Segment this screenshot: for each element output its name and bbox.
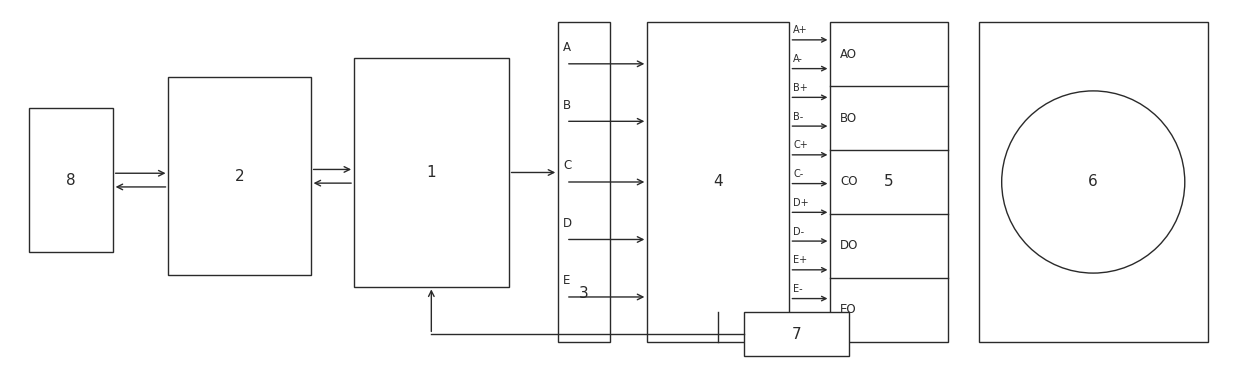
Bar [353,59,508,286]
Text: 7: 7 [791,327,801,342]
Text: A-: A- [794,54,804,64]
Bar [169,77,311,275]
Text: BO: BO [841,111,857,124]
Text: C-: C- [794,169,804,179]
Text: 5: 5 [884,175,894,190]
Bar [647,22,790,342]
Text: E-: E- [794,284,802,294]
Bar [29,108,113,252]
Bar [558,22,610,342]
Ellipse shape [1002,91,1184,273]
Text: D+: D+ [794,198,808,208]
Text: CO: CO [841,175,858,188]
Text: DO: DO [841,239,858,252]
Bar [978,22,1208,342]
Text: EO: EO [841,303,857,316]
Text: B-: B- [794,111,804,121]
Text: AO: AO [841,48,857,61]
Text: B+: B+ [794,83,808,93]
Text: D: D [563,217,573,230]
Bar [831,22,947,342]
Text: D-: D- [794,226,805,237]
Text: C+: C+ [794,140,808,150]
Text: A+: A+ [794,25,807,35]
Bar [744,313,849,356]
Text: A: A [563,41,572,54]
Text: 2: 2 [234,169,244,184]
Text: 1: 1 [427,165,436,180]
Text: E+: E+ [794,255,807,265]
Text: E: E [563,275,570,288]
Text: C: C [563,159,572,172]
Text: 3: 3 [579,286,589,301]
Text: 8: 8 [66,173,76,188]
Text: B: B [563,99,572,112]
Text: 6: 6 [1089,175,1099,190]
Text: 4: 4 [713,175,723,190]
